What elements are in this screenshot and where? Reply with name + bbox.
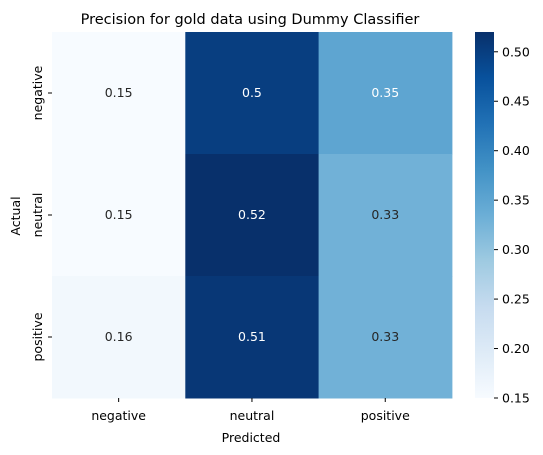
y-axis-label: Actual xyxy=(8,196,23,235)
y-tick-label: positive xyxy=(30,312,45,361)
cell-value-label: 0.15 xyxy=(105,207,133,222)
colorbar-tick-label: 0.40 xyxy=(502,143,530,158)
colorbar-ticks: 0.15 0.20 0.25 0.30 0.35 0.40 0.45 0.50 xyxy=(494,44,530,405)
x-tick-label: neutral xyxy=(230,408,275,423)
x-tick-label: negative xyxy=(91,408,146,423)
colorbar-tick-label: 0.50 xyxy=(502,44,530,59)
y-tick-label: negative xyxy=(30,65,45,120)
colorbar-tick-label: 0.30 xyxy=(502,242,530,257)
x-tick-label: positive xyxy=(361,408,410,423)
cell-value-label: 0.52 xyxy=(238,207,266,222)
colorbar-tick-label: 0.15 xyxy=(502,391,530,406)
colorbar-tick-label: 0.45 xyxy=(502,94,530,109)
cell-value-label: 0.5 xyxy=(242,85,262,100)
cell-value-label: 0.51 xyxy=(238,329,266,344)
y-axis-ticks: negative neutral positive xyxy=(30,65,52,361)
colorbar-tick-label: 0.35 xyxy=(502,193,530,208)
colorbar xyxy=(475,32,494,398)
cell-value-label: 0.16 xyxy=(105,329,133,344)
cell-value-label: 0.33 xyxy=(371,207,399,222)
colorbar-tick-label: 0.20 xyxy=(502,341,530,356)
y-tick-label: neutral xyxy=(30,193,45,238)
x-axis-ticks: negative neutral positive xyxy=(91,398,410,423)
x-axis-label: Predicted xyxy=(222,430,281,445)
cell-value-label: 0.33 xyxy=(371,329,399,344)
chart-title: Precision for gold data using Dummy Clas… xyxy=(81,12,420,28)
cell-value-label: 0.15 xyxy=(105,85,133,100)
colorbar-tick-label: 0.25 xyxy=(502,292,530,307)
cell-value-label: 0.35 xyxy=(371,85,399,100)
